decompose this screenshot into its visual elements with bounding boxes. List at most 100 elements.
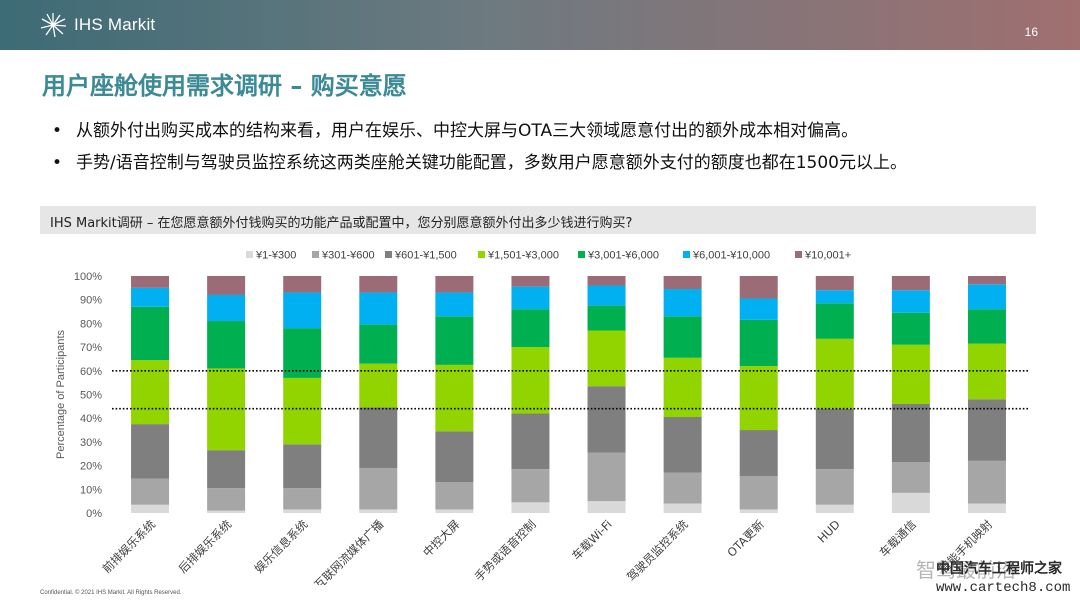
bar-segment: [359, 509, 398, 513]
legend-label: ¥301-¥600: [321, 250, 375, 262]
brand-name: IHS Markit: [74, 15, 156, 34]
bar-segment: [511, 469, 550, 503]
bar-segment: [815, 290, 854, 304]
bar-segment: [815, 504, 854, 513]
bar-segment: [891, 276, 930, 291]
legend-swatch: [246, 251, 253, 258]
bar-segment: [891, 492, 930, 513]
bar-segment: [283, 377, 322, 445]
bar-segment: [131, 287, 170, 307]
bar-segment: [359, 276, 398, 293]
legend-swatch: [478, 251, 485, 258]
y-tick-label: 30%: [80, 437, 102, 449]
bar-segment: [815, 469, 854, 505]
bar-segment: [435, 316, 474, 365]
bar-segment: [663, 472, 702, 504]
bar-segment: [967, 284, 1006, 310]
y-tick-label: 80%: [80, 318, 102, 330]
bar-segment: [663, 316, 702, 358]
legend-label: ¥1-¥300: [255, 250, 296, 262]
bar-segment: [511, 276, 550, 287]
bar-segment: [131, 306, 170, 361]
bullet-item: 手势/语音控制与驾驶员监控系统这两类座舱关键功能配置，多数用户愿意额外支付的额度…: [52, 150, 907, 182]
bullet-list: 从额外付出购买成本的结构来看，用户在娱乐、中控大屏与OTA三大领域愿意付出的额外…: [52, 118, 907, 182]
legend-label: ¥1,501-¥3,000: [487, 250, 559, 262]
bar-segment: [359, 407, 398, 468]
bar-segment: [511, 286, 550, 310]
bar-segment: [587, 305, 626, 331]
y-tick-label: 10%: [80, 484, 102, 496]
legend-label: ¥3,001-¥6,000: [587, 250, 659, 262]
y-axis-title: Percentage of Participants: [55, 329, 67, 459]
y-tick-label: 20%: [80, 461, 102, 473]
y-tick-label: 70%: [80, 342, 102, 354]
bar-segment: [967, 460, 1006, 504]
bar-segment: [131, 504, 170, 513]
bar-segment: [739, 298, 778, 320]
bar-segment: [131, 478, 170, 505]
bar-segment: [891, 344, 930, 404]
bar-segment: [663, 276, 702, 290]
bar-segment: [663, 503, 702, 513]
legend-swatch: [312, 251, 319, 258]
bar-segment: [587, 276, 626, 286]
bar-segment: [739, 319, 778, 367]
bar-segment: [891, 290, 930, 313]
bar-segment: [815, 303, 854, 339]
x-tick-label: 中控大屏: [420, 517, 462, 559]
x-tick-label: OTA更新: [724, 517, 767, 560]
bar-segment: [435, 364, 474, 432]
x-tick-label: 前排娱乐系统: [99, 517, 158, 576]
legend-swatch: [385, 251, 392, 258]
bar-segment: [511, 502, 550, 513]
y-tick-label: 40%: [80, 413, 102, 425]
bar-segment: [435, 509, 474, 513]
bar-segment: [435, 292, 474, 317]
bar-segment: [967, 309, 1006, 344]
x-tick-label: 手势或语音控制: [472, 517, 539, 584]
bar-segment: [283, 292, 322, 329]
watermark-line2: www.cartech8.com: [936, 580, 1071, 596]
y-tick-label: 50%: [80, 390, 102, 402]
bar-segment: [967, 503, 1006, 513]
bar-segment: [663, 357, 702, 418]
bar-segment: [587, 285, 626, 306]
bar-segment: [587, 386, 626, 453]
bar-segment: [207, 321, 246, 369]
bar-segment: [587, 452, 626, 502]
bar-segment: [663, 289, 702, 317]
bar-segment: [207, 450, 246, 489]
bar-segment: [283, 488, 322, 510]
bar-segment: [207, 276, 246, 295]
bar-segment: [815, 276, 854, 291]
survey-question-bar: IHS Markit调研 – 在您愿意额外付钱购买的功能产品或配置中，您分别愿意…: [40, 206, 1036, 234]
x-tick-label: HUD: [815, 517, 843, 545]
x-tick-label: 互联网流媒体广播: [311, 517, 386, 585]
bar-segment: [891, 403, 930, 463]
x-tick-label: 娱乐信息系统: [252, 517, 311, 576]
bar-segment: [739, 476, 778, 510]
x-tick-label: 后排娱乐系统: [176, 517, 235, 576]
bar-segment: [207, 510, 246, 513]
x-tick-label: 车载通信: [877, 517, 919, 559]
legend-swatch: [578, 251, 585, 258]
bar-segment: [283, 276, 322, 293]
bar-segment: [359, 363, 398, 408]
legend-swatch: [683, 251, 690, 258]
bar-segment: [739, 276, 778, 299]
ihs-markit-logo: IHS Markit: [40, 12, 155, 38]
bullet-item: 从额外付出购买成本的结构来看，用户在娱乐、中控大屏与OTA三大领域愿意付出的额外…: [52, 118, 907, 150]
y-tick-label: 90%: [80, 295, 102, 307]
bar-segment: [587, 330, 626, 387]
bar-segment: [283, 444, 322, 489]
bar-segment: [511, 347, 550, 414]
page-number: 16: [1024, 25, 1038, 39]
bar-segment: [891, 312, 930, 345]
y-tick-label: 100%: [74, 271, 102, 283]
bar-segment: [435, 276, 474, 293]
bar-segment: [663, 417, 702, 473]
bar-segment: [815, 408, 854, 470]
bar-segment: [207, 488, 246, 511]
bar-segment: [967, 276, 1006, 285]
header-bar: IHS Markit 16: [0, 0, 1080, 50]
